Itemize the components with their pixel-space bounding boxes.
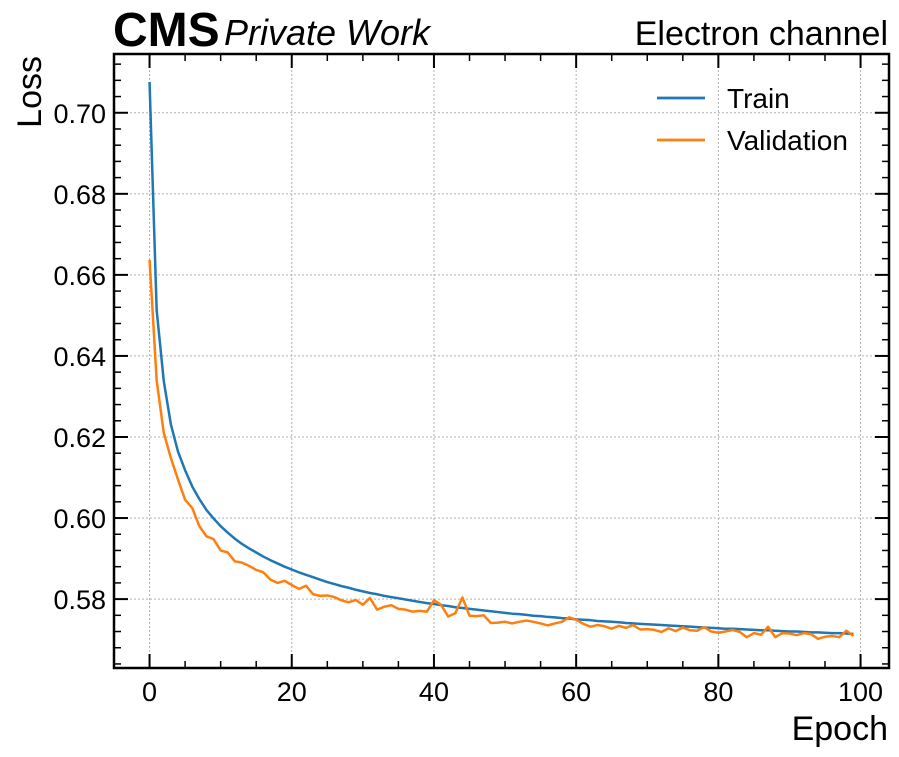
- y-tick-label: 0.66: [53, 261, 106, 291]
- y-tick-label: 0.68: [53, 180, 106, 210]
- series-lines: [148, 81, 855, 641]
- legend-label-validation: Validation: [727, 125, 848, 156]
- series-line-train: [148, 81, 854, 636]
- y-axis-title: Loss: [11, 56, 49, 128]
- x-tick-label: 60: [561, 677, 591, 707]
- plot-frame: [112, 52, 891, 670]
- x-tick-label: 40: [419, 677, 449, 707]
- x-axis-title: Epoch: [792, 710, 888, 748]
- y-tick-labels: 0.58 0.60 0.62 0.64 0.66 0.68 0.70: [53, 99, 106, 615]
- legend: Train Validation: [657, 83, 848, 156]
- y-tick-label: 0.70: [53, 99, 106, 129]
- y-tick-label: 0.64: [53, 342, 106, 372]
- y-tick-label: 0.62: [53, 423, 106, 453]
- status-label: Private Work: [224, 12, 432, 53]
- grid: [114, 54, 889, 668]
- y-tick-label: 0.58: [53, 585, 106, 615]
- x-tick-label: 0: [142, 677, 157, 707]
- x-tick-label: 80: [703, 677, 733, 707]
- series-line-validation: [148, 259, 855, 641]
- x-tick-labels: 0 20 40 60 80 100: [142, 677, 883, 707]
- legend-label-train: Train: [727, 83, 790, 114]
- x-tick-label: 100: [838, 677, 883, 707]
- y-tick-label: 0.60: [53, 504, 106, 534]
- channel-label: Electron channel: [635, 15, 888, 53]
- x-tick-label: 20: [277, 677, 307, 707]
- experiment-label: CMS: [113, 4, 220, 57]
